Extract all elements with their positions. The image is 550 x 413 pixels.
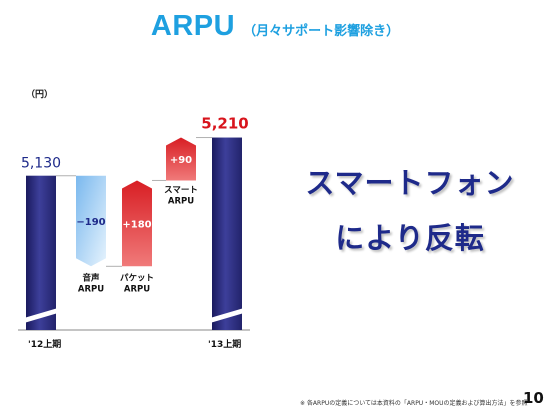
step-category-label-1-1: 音声 — [82, 272, 100, 283]
step-category-label-3-1: スマート — [164, 185, 198, 195]
arpu-waterfall-chart: （円）5,130'12上期−190音声ARPU+180パケットARPU+90スマ… — [18, 89, 250, 350]
axis-break-end — [210, 308, 244, 323]
step-value-label-3: +90 — [170, 155, 192, 166]
start-category-label: '12上期 — [28, 338, 61, 350]
end-value-label: 5,210 — [201, 115, 248, 133]
page-number: 10 — [523, 389, 544, 407]
step-category-label-3-2: ARPU — [168, 196, 194, 206]
bar-step-1 — [76, 175, 106, 267]
bar-end — [212, 137, 242, 330]
title-main: ARPU — [150, 10, 236, 42]
step-value-label-2: +180 — [122, 219, 151, 230]
headline-line-2: により反転 — [335, 221, 485, 255]
step-category-label-2-2: ARPU — [124, 284, 150, 294]
start-value-label: 5,130 — [21, 156, 61, 172]
title-subtitle: （月々サポート影響除き） — [243, 24, 400, 39]
slide-title: ARPU （月々サポート影響除き） — [0, 10, 550, 50]
bar-step-3 — [166, 137, 196, 181]
bar-step-2 — [122, 180, 152, 267]
bar-start — [26, 175, 56, 330]
step-value-label-1: −190 — [76, 217, 105, 228]
footnote: ※ 各ARPUの定義については本資料の「ARPU・MOUの定義および算出方法」を… — [300, 400, 528, 407]
unit-label: （円） — [26, 89, 53, 100]
axis-break-start — [24, 308, 58, 323]
end-category-label: '13上期 — [208, 338, 241, 350]
headline-line-1: スマートフォン — [305, 166, 515, 200]
step-category-label-1-2: ARPU — [78, 284, 104, 294]
step-category-label-2-1: パケット — [120, 272, 154, 283]
